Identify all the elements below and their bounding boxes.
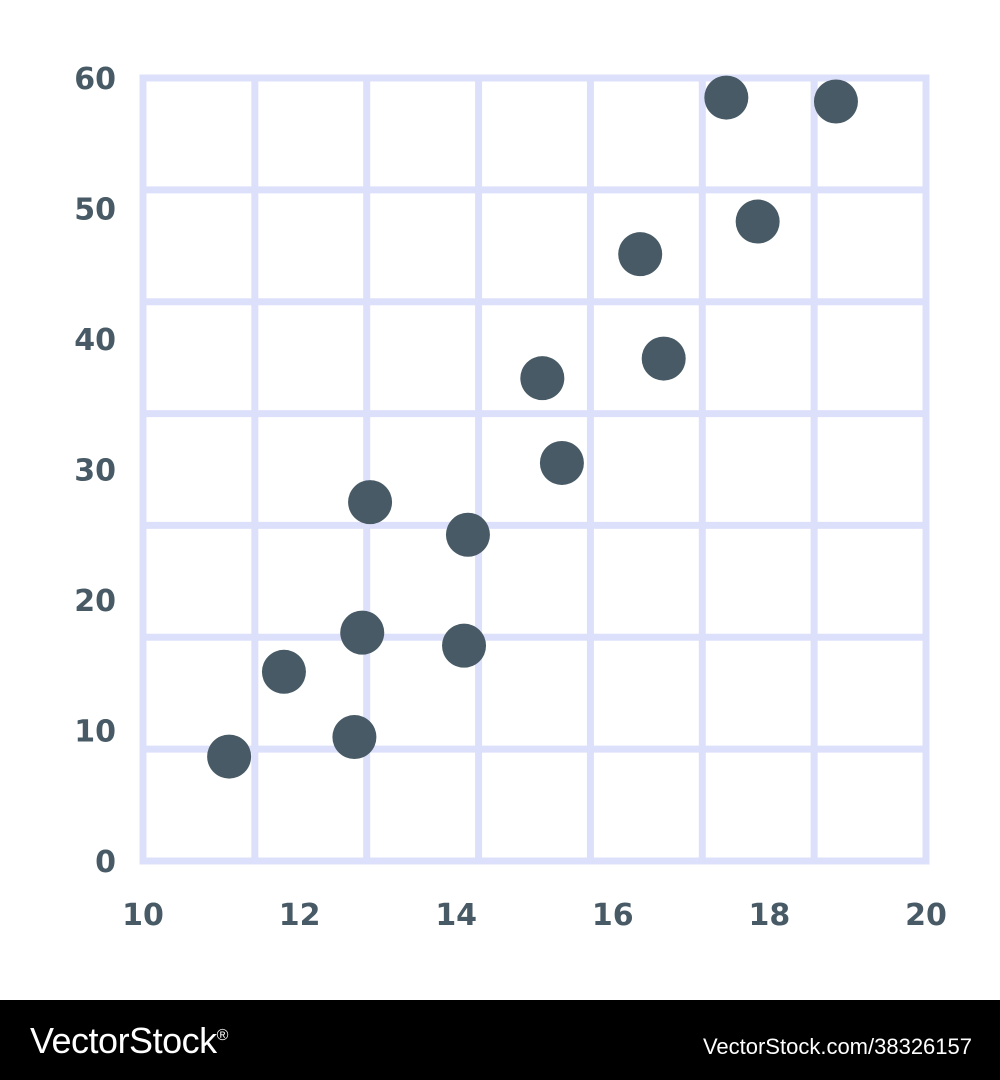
data-point [520, 356, 565, 401]
y-tick-label: 50 [74, 193, 116, 228]
data-point [445, 512, 490, 557]
y-tick-label: 60 [74, 62, 116, 97]
data-point [261, 649, 306, 694]
y-tick-label: 30 [74, 454, 116, 489]
data-point [641, 336, 686, 381]
watermark-brand-text: VectorStock [30, 1020, 217, 1061]
y-tick-label: 40 [74, 323, 116, 358]
data-points [207, 75, 858, 779]
data-point [332, 715, 377, 760]
y-tick-label: 20 [74, 584, 116, 619]
data-point [442, 623, 487, 668]
x-tick-label: 18 [749, 898, 791, 933]
x-tick-label: 20 [905, 898, 947, 933]
data-point [207, 734, 252, 779]
registered-mark: ® [216, 1027, 229, 1044]
watermark-bar: VectorStock® VectorStock.com/38326157 [0, 1000, 1000, 1080]
x-tick-label: 14 [435, 898, 477, 933]
x-tick-label: 16 [592, 898, 634, 933]
data-point [348, 480, 393, 525]
x-tick-label: 12 [279, 898, 321, 933]
x-tick-label: 10 [122, 898, 164, 933]
y-tick-label: 0 [95, 845, 116, 880]
chart-grid [139, 74, 930, 865]
data-point [813, 79, 858, 124]
data-point [340, 610, 385, 655]
y-tick-label: 10 [74, 715, 116, 750]
data-point [704, 75, 749, 120]
data-point [539, 440, 584, 485]
data-point [735, 199, 780, 244]
y-axis-ticks: 0 10 20 30 40 50 60 [74, 62, 116, 880]
x-axis-ticks: 10 12 14 16 18 20 [122, 898, 947, 933]
watermark-image-id: VectorStock.com/38326157 [702, 1034, 972, 1059]
data-point [618, 232, 663, 277]
watermark-logo: VectorStock® [30, 1020, 228, 1062]
